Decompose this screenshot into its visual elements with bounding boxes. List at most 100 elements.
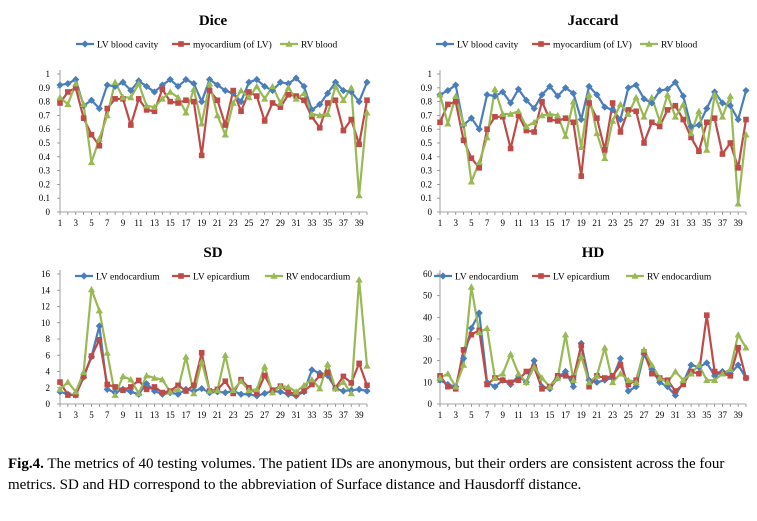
- data-point: [268, 389, 277, 396]
- data-point: [734, 115, 742, 124]
- data-point: [719, 151, 726, 157]
- data-point: [277, 104, 284, 110]
- data-point: [711, 115, 718, 121]
- data-point: [237, 98, 245, 106]
- figure-charts: Dice LV blood cavity myocardium (of LV) RV …: [39, 13, 750, 420]
- data-point: [198, 98, 206, 106]
- x-tick-label: 19: [197, 218, 207, 228]
- y-tick-label: 0.8: [421, 97, 433, 107]
- data-point: [127, 376, 135, 383]
- data-point: [308, 366, 316, 374]
- data-point: [150, 374, 159, 381]
- data-point: [703, 119, 710, 126]
- y-tick-label: 0.4: [39, 152, 51, 162]
- data-point: [687, 361, 695, 369]
- data-point: [507, 110, 515, 117]
- data-point: [554, 118, 561, 124]
- data-point: [276, 388, 285, 396]
- data-point: [672, 388, 679, 394]
- y-tick-label: 0.5: [421, 138, 433, 148]
- data-point: [166, 75, 174, 84]
- x-tick-label: 15: [166, 218, 176, 228]
- data-point: [183, 388, 189, 394]
- y-tick-label: 1: [428, 69, 433, 79]
- legend-label: LV epicardium: [553, 273, 610, 283]
- data-point: [143, 107, 150, 113]
- data-point: [687, 129, 695, 137]
- data-point: [80, 115, 87, 121]
- x-tick-label: 1: [58, 218, 63, 228]
- data-point: [246, 89, 252, 95]
- x-tick-label: 27: [260, 218, 270, 228]
- data-point: [672, 102, 679, 109]
- data-point: [515, 377, 522, 383]
- x-tick-label: 37: [339, 218, 349, 228]
- data-point: [617, 362, 624, 368]
- data-point: [96, 337, 103, 343]
- data-point: [475, 125, 483, 133]
- data-point: [640, 95, 648, 103]
- data-point: [507, 145, 514, 152]
- data-point: [175, 100, 181, 106]
- data-point: [253, 385, 261, 393]
- data-point: [166, 88, 174, 95]
- data-point: [523, 368, 530, 375]
- x-tick-label: 37: [718, 218, 728, 228]
- data-point: [484, 126, 490, 132]
- data-point: [331, 82, 340, 90]
- data-point: [111, 391, 119, 398]
- data-point: [468, 331, 475, 338]
- data-point: [617, 129, 624, 135]
- legend-marker: [631, 272, 639, 279]
- data-point: [586, 383, 592, 390]
- data-point: [198, 358, 206, 365]
- y-tick-label: 2: [46, 383, 51, 393]
- data-point: [743, 116, 749, 123]
- data-point: [324, 89, 332, 97]
- x-tick-label: 13: [530, 410, 540, 420]
- data-point: [530, 357, 538, 365]
- legend-marker: [178, 41, 184, 47]
- data-point: [355, 191, 363, 199]
- legend-marker: [80, 272, 88, 280]
- data-point: [531, 129, 537, 135]
- y-tick-label: 0.6: [39, 124, 51, 134]
- data-point: [546, 110, 554, 117]
- x-tick-label: 25: [244, 218, 254, 228]
- y-tick-label: 20: [423, 356, 433, 366]
- data-point: [158, 95, 166, 102]
- x-tick-label: 29: [655, 410, 665, 420]
- data-point: [491, 92, 499, 100]
- y-tick-label: 0: [428, 399, 433, 409]
- data-point: [616, 354, 625, 363]
- legend-label: RV endocardium: [647, 273, 712, 283]
- data-point: [586, 100, 592, 106]
- data-point: [436, 374, 444, 381]
- data-point: [585, 82, 593, 91]
- x-tick-label: 39: [734, 218, 744, 228]
- data-point: [616, 115, 625, 124]
- chart-jaccard: Jaccard LV blood cavity myocardium (of LV)…: [421, 13, 750, 228]
- data-point: [671, 391, 679, 399]
- data-point: [640, 346, 648, 353]
- data-point: [285, 389, 292, 395]
- data-point: [292, 74, 300, 82]
- data-point: [585, 378, 593, 386]
- data-point: [64, 378, 72, 385]
- data-point: [711, 368, 718, 375]
- data-point: [174, 385, 182, 393]
- data-point: [594, 115, 600, 121]
- data-point: [734, 200, 742, 207]
- data-point: [87, 158, 96, 166]
- data-point: [601, 375, 608, 381]
- y-tick-label: 0.7: [421, 110, 433, 120]
- data-point: [632, 378, 640, 386]
- x-tick-label: 9: [501, 410, 506, 420]
- data-point: [174, 93, 182, 101]
- x-tick-label: 9: [501, 218, 506, 228]
- x-tick-label: 29: [276, 410, 286, 420]
- data-point: [221, 131, 229, 138]
- data-point: [221, 86, 229, 95]
- data-point: [237, 377, 245, 385]
- x-tick-label: 21: [213, 218, 222, 228]
